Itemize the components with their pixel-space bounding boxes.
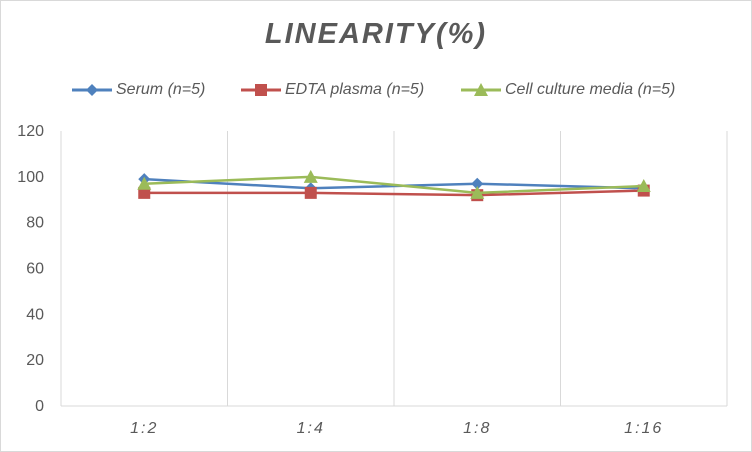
data-point-cell-culture: [303, 169, 318, 183]
legend: Serum (n=5) EDTA plasma (n=5) Cell cultu…: [0, 79, 752, 101]
data-point-edta: [304, 186, 317, 199]
data-point-edta: [138, 186, 151, 199]
y-tick-label: 20: [26, 352, 44, 369]
y-tick-label: 40: [26, 306, 44, 323]
x-tick-label: 1:8: [463, 420, 491, 437]
y-tick-label: 60: [26, 261, 44, 278]
series-line-1: [144, 189, 644, 197]
legend-item-cell-culture: Cell culture media (n=5): [461, 79, 675, 101]
legend-marker-serum: [72, 84, 112, 96]
chart-title: LINEARITY(%): [264, 18, 488, 50]
x-tick-label: 1:16: [624, 420, 663, 437]
legend-item-edta: EDTA plasma (n=5): [241, 79, 424, 101]
y-tick-label: 120: [17, 123, 44, 140]
legend-label-cell-culture: Cell culture media (n=5): [505, 81, 676, 98]
y-tick-label: 0: [35, 398, 44, 415]
legend-label-serum: Serum (n=5): [116, 81, 206, 98]
series-line-2: [144, 175, 644, 195]
x-tick-label: 1:4: [297, 420, 325, 437]
legend-label-edta: EDTA plasma (n=5): [285, 81, 425, 98]
data-point-cell-culture: [636, 179, 651, 192]
y-tick-label: 100: [17, 169, 44, 186]
data-point-serum: [471, 177, 484, 190]
data-point-cell-culture: [137, 176, 152, 190]
legend-marker-edta: [241, 84, 281, 96]
data-point-cell-culture: [470, 185, 485, 199]
x-tick-label: 1:2: [130, 420, 158, 437]
legend-item-serum: Serum (n=5): [72, 79, 205, 101]
legend-marker-cell-culture: [461, 83, 501, 96]
y-tick-label: 80: [26, 215, 44, 232]
